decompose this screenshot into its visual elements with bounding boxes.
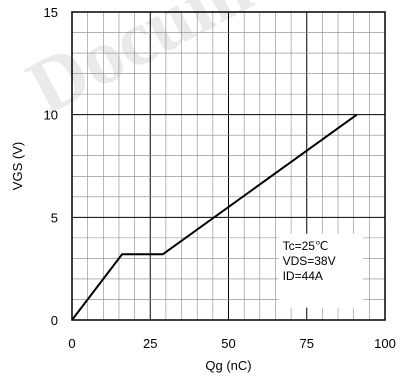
x-tick-label: 50 <box>221 336 235 351</box>
condition-text: ID=44A <box>283 269 323 283</box>
series-group <box>71 113 358 321</box>
condition-text: Tc=25℃ <box>283 239 329 253</box>
y-axis-label: VGS (V) <box>10 142 25 190</box>
x-tick-label: 75 <box>300 336 314 351</box>
y-tick-label: 10 <box>44 108 58 123</box>
vgs-qg-curve <box>71 113 358 321</box>
condition-text: VDS=38V <box>283 254 336 268</box>
y-tick-label: 0 <box>51 313 58 328</box>
y-tick-label: 5 <box>51 210 58 225</box>
y-tick-label: 15 <box>44 5 58 20</box>
watermark-text: Document <box>14 0 357 131</box>
conditions-box-background <box>278 233 364 308</box>
plot-frame <box>71 11 386 321</box>
x-axis-label: Qg (nC) <box>205 358 251 373</box>
x-tick-label: 100 <box>374 336 396 351</box>
x-tick-labels: 0 25 50 75 100 <box>68 336 395 351</box>
y-tick-labels: 0 5 10 15 <box>44 5 58 328</box>
x-tick-label: 0 <box>68 336 75 351</box>
x-tick-label: 25 <box>143 336 157 351</box>
